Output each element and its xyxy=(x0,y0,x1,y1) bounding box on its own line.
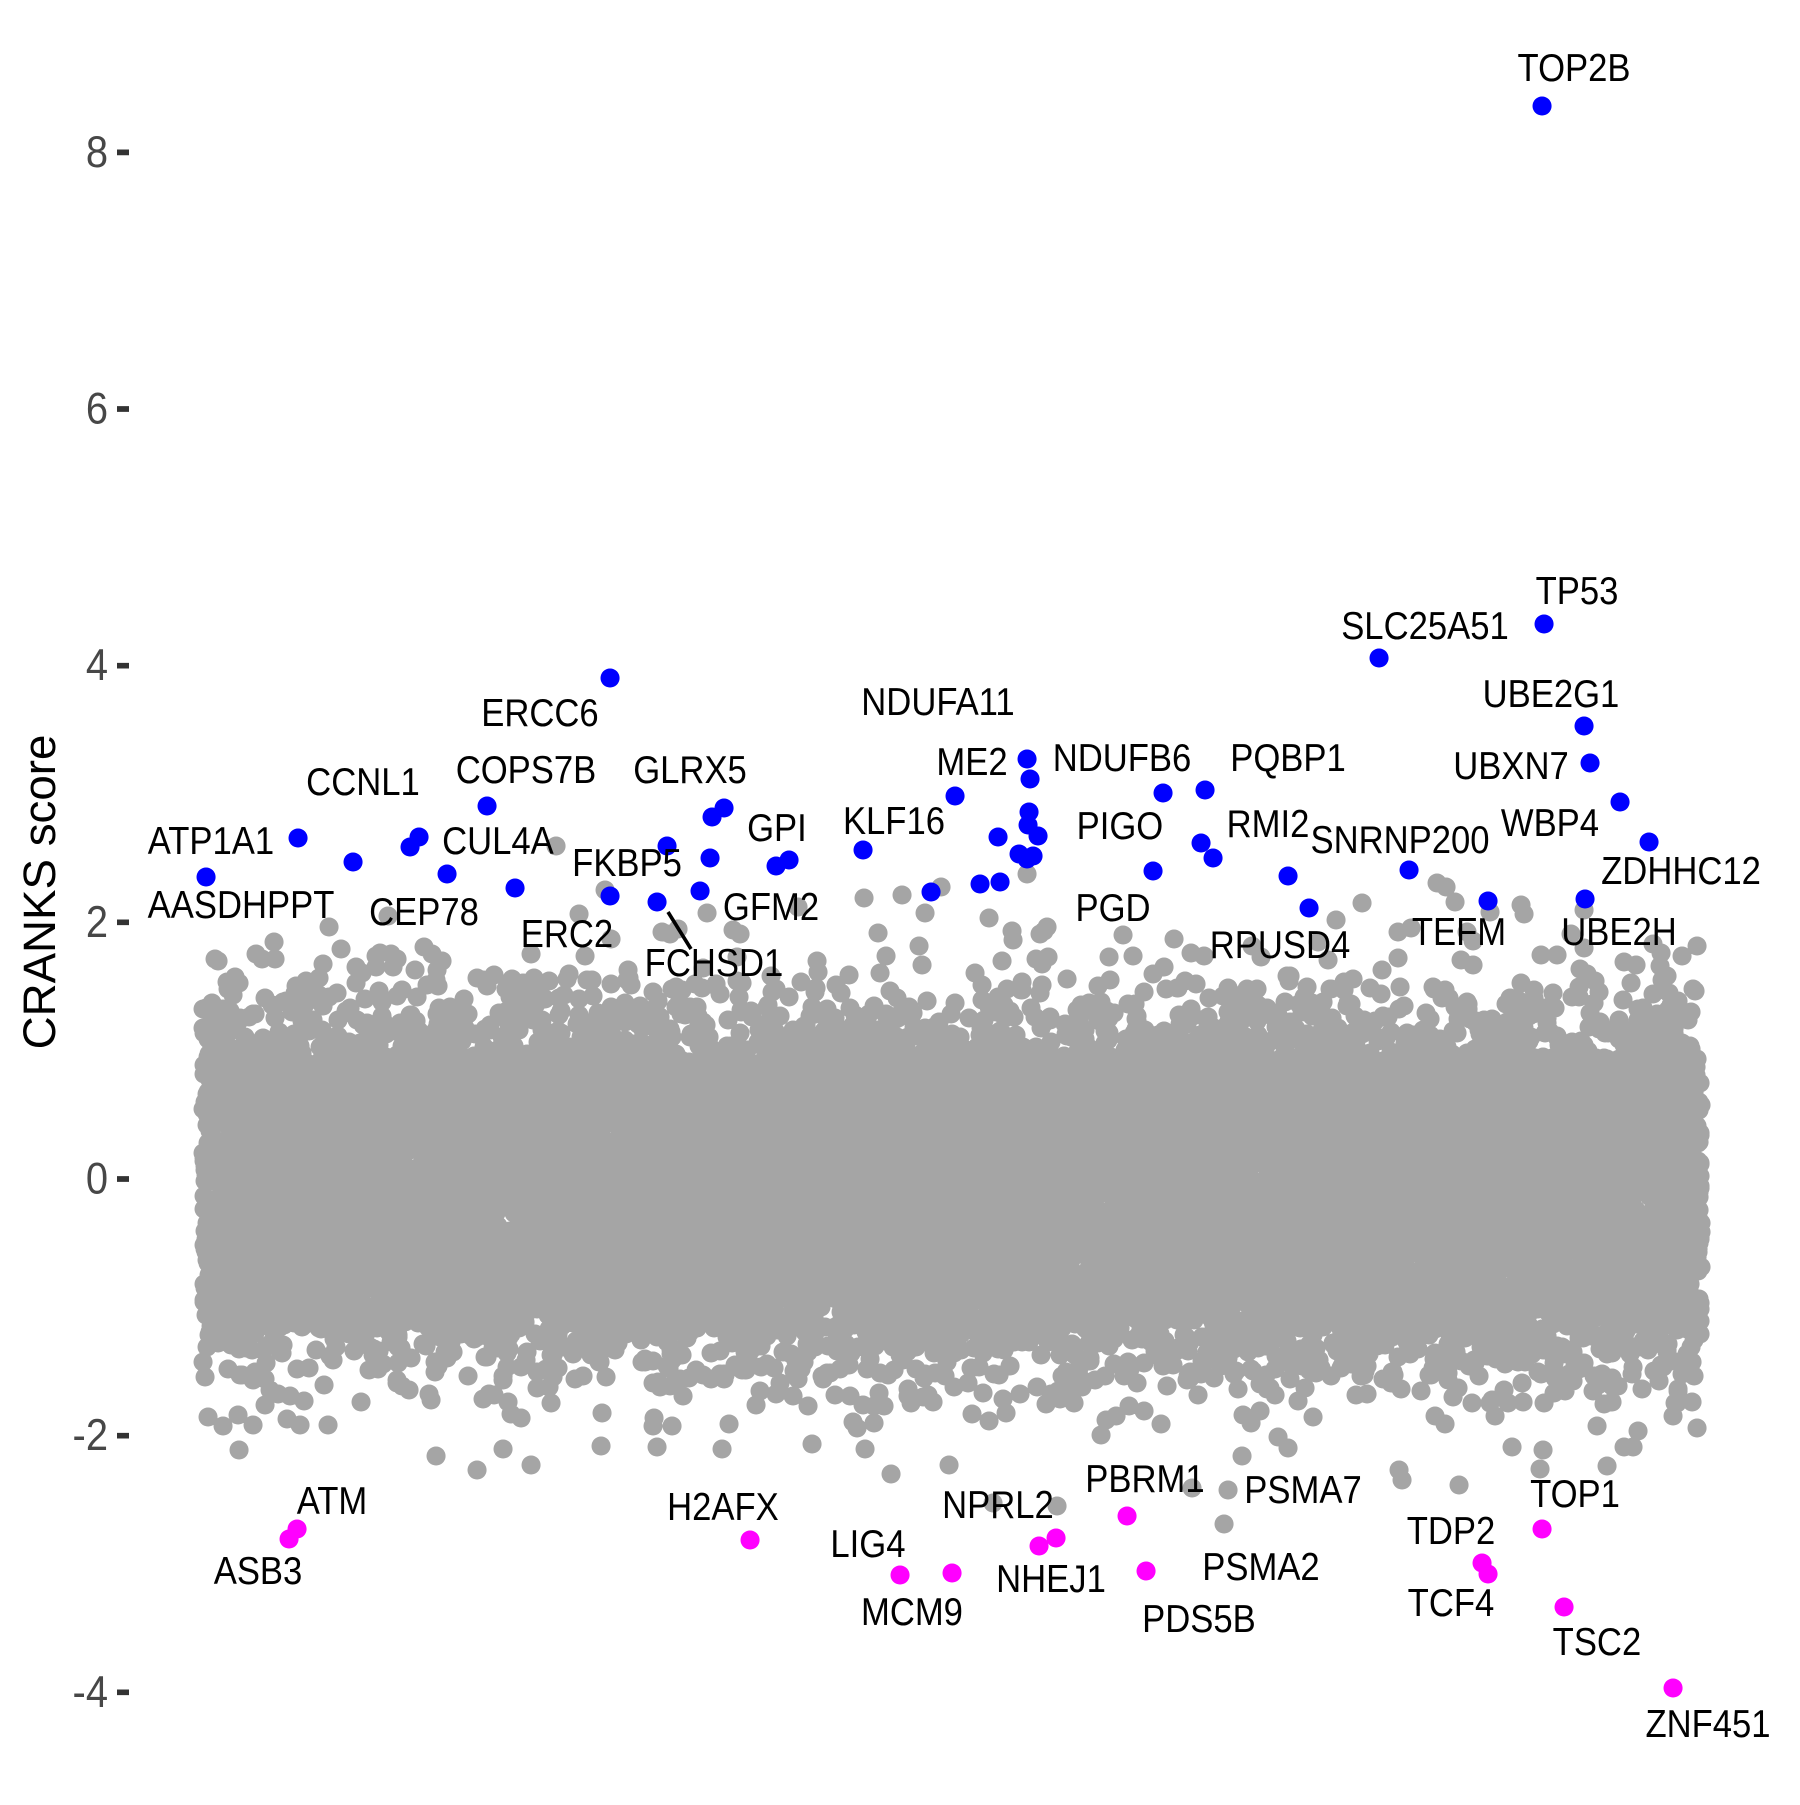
svg-text:WBP4: WBP4 xyxy=(1501,801,1599,844)
svg-text:FCHSD1: FCHSD1 xyxy=(645,941,784,984)
svg-text:ERCC6: ERCC6 xyxy=(481,691,598,734)
svg-text:ASB3: ASB3 xyxy=(214,1549,303,1592)
svg-text:4: 4 xyxy=(86,640,108,689)
svg-text:AASDHPPT: AASDHPPT xyxy=(148,883,335,926)
svg-text:NDUFA11: NDUFA11 xyxy=(861,680,1014,723)
svg-text:TSC2: TSC2 xyxy=(1553,1620,1642,1663)
svg-text:LIG4: LIG4 xyxy=(830,1522,905,1565)
svg-text:PDS5B: PDS5B xyxy=(1142,1597,1256,1640)
svg-text:ATM: ATM xyxy=(297,1479,368,1522)
svg-text:CUL4A: CUL4A xyxy=(442,819,554,862)
svg-text:COPS7B: COPS7B xyxy=(456,748,597,791)
svg-text:6: 6 xyxy=(86,384,108,433)
svg-text:2: 2 xyxy=(86,897,108,946)
svg-text:RPUSD4: RPUSD4 xyxy=(1210,923,1351,966)
svg-text:PSMA2: PSMA2 xyxy=(1202,1545,1319,1588)
svg-text:GPI: GPI xyxy=(747,806,807,849)
svg-text:SNRNP200: SNRNP200 xyxy=(1311,818,1490,861)
svg-text:PGD: PGD xyxy=(1075,886,1150,929)
svg-text:TOP1: TOP1 xyxy=(1530,1472,1620,1515)
svg-text:PSMA7: PSMA7 xyxy=(1244,1468,1361,1511)
svg-text:TOP2B: TOP2B xyxy=(1518,46,1631,89)
svg-text:TP53: TP53 xyxy=(1536,569,1619,612)
svg-text:UBE2G1: UBE2G1 xyxy=(1483,672,1620,715)
svg-text:NDUFB6: NDUFB6 xyxy=(1053,736,1192,779)
svg-text:ERC2: ERC2 xyxy=(521,912,613,955)
svg-text:ME2: ME2 xyxy=(936,740,1007,783)
svg-text:CRANKS score: CRANKS score xyxy=(14,735,65,1050)
svg-text:FKBP5: FKBP5 xyxy=(572,841,682,884)
svg-text:RMI2: RMI2 xyxy=(1227,802,1310,845)
svg-text:0: 0 xyxy=(86,1154,108,1203)
svg-text:ZNF451: ZNF451 xyxy=(1645,1702,1770,1745)
svg-text:ZDHHC12: ZDHHC12 xyxy=(1601,849,1761,892)
svg-text:GFM2: GFM2 xyxy=(723,885,819,928)
svg-text:NPRL2: NPRL2 xyxy=(942,1483,1054,1526)
svg-text:ATP1A1: ATP1A1 xyxy=(148,819,274,862)
svg-text:PBRM1: PBRM1 xyxy=(1085,1457,1204,1500)
svg-text:KLF16: KLF16 xyxy=(843,799,945,842)
svg-text:H2AFX: H2AFX xyxy=(667,1485,779,1528)
svg-text:TEFM: TEFM xyxy=(1412,910,1506,953)
svg-text:PIGO: PIGO xyxy=(1077,804,1164,847)
svg-text:NHEJ1: NHEJ1 xyxy=(996,1557,1106,1600)
svg-text:PQBP1: PQBP1 xyxy=(1230,736,1346,779)
svg-text:GLRX5: GLRX5 xyxy=(633,748,747,791)
svg-text:UBE2H: UBE2H xyxy=(1561,910,1676,953)
svg-text:MCM9: MCM9 xyxy=(861,1590,963,1633)
svg-text:TCF4: TCF4 xyxy=(1408,1581,1495,1624)
svg-text:TDP2: TDP2 xyxy=(1407,1509,1496,1552)
svg-text:-2: -2 xyxy=(73,1410,108,1459)
svg-text:UBXN7: UBXN7 xyxy=(1453,744,1568,787)
svg-text:SLC25A51: SLC25A51 xyxy=(1341,604,1509,647)
svg-text:8: 8 xyxy=(86,127,108,176)
svg-text:CEP78: CEP78 xyxy=(369,890,479,933)
svg-text:CCNL1: CCNL1 xyxy=(306,760,420,803)
svg-text:-4: -4 xyxy=(73,1667,108,1716)
